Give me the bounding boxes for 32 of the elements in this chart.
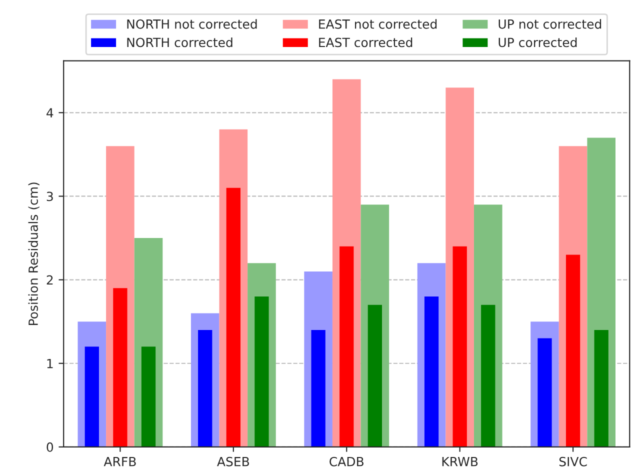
x-tick-label: KRWB	[442, 457, 478, 466]
bar	[84, 346, 99, 447]
legend-label: EAST corrected	[319, 37, 412, 48]
bar	[481, 304, 496, 447]
legend-label: UP corrected	[498, 37, 577, 48]
y-tick-label: 2	[46, 275, 53, 285]
bar	[340, 246, 354, 447]
bar	[424, 296, 439, 447]
bar	[566, 254, 580, 447]
y-tick-label: 1	[47, 359, 53, 368]
y-tick-label: 3	[46, 192, 53, 202]
x-tick-label: ASEB	[217, 456, 250, 466]
legend-label: UP not corrected	[498, 19, 602, 29]
bar	[226, 188, 240, 447]
x-tick-label: ARFB	[104, 457, 136, 466]
y-tick-label: 0	[46, 442, 54, 452]
x-tick-label: SIVC	[559, 456, 587, 466]
legend-label: NORTH corrected	[127, 37, 232, 48]
bar	[452, 246, 467, 447]
x-tick-label: CADB	[330, 456, 364, 466]
bar	[538, 338, 552, 447]
bar	[198, 330, 212, 447]
bar	[311, 330, 326, 447]
bar	[113, 288, 128, 447]
bar	[141, 346, 156, 447]
y-tick-label: 4	[46, 108, 54, 118]
legend-label: NORTH not corrected	[127, 19, 257, 29]
y-axis-title: Position Residuals (cm)	[28, 182, 40, 326]
bar	[254, 296, 269, 447]
bar	[368, 304, 382, 447]
legend-label: EAST not corrected	[319, 19, 437, 29]
bar	[594, 330, 608, 447]
